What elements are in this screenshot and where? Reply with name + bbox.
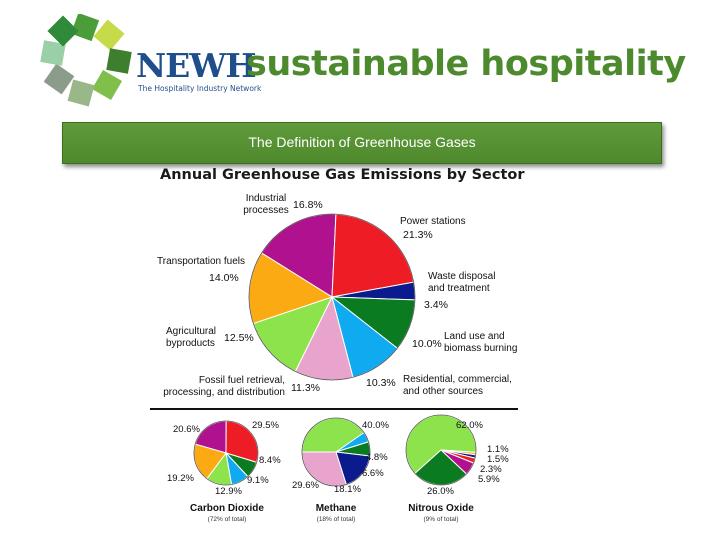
brand-tagline: The Hospitality Industry Network (138, 84, 262, 93)
co2-pct-blue: 9.1% (247, 475, 269, 486)
n2o-pct-red: 2.3% (480, 464, 502, 475)
ch4-sub: (18% of total) (317, 516, 356, 523)
n2o-sub: (9% of total) (423, 516, 458, 523)
pie-nitrous-oxide (405, 414, 477, 486)
pct-power: 21.3% (403, 229, 433, 241)
co2-pct-lime: 12.9% (215, 486, 242, 497)
co2-sub: (72% of total) (208, 516, 247, 523)
label-power: Power stations (400, 216, 466, 227)
co2-pct-orange: 19.2% (167, 473, 194, 484)
label-waste: Waste disposal and treatment (428, 271, 495, 294)
ch4-name: Methane (316, 503, 357, 514)
n2o-pct-purple: 5.9% (478, 474, 500, 485)
n2o-pct-navy: 1.5% (487, 454, 509, 465)
pie-carbon-dioxide (193, 420, 259, 486)
co2-pct-purple: 20.6% (173, 424, 200, 435)
main-chart-title: Annual Greenhouse Gas Emissions by Secto… (160, 167, 525, 183)
ch4-pct-lime: 40.0% (362, 420, 389, 431)
pct-residential: 10.3% (366, 377, 396, 389)
pct-fossil: 11.3% (291, 382, 320, 394)
label-fossil: Fossil fuel retrieval, processing, and di… (163, 375, 285, 398)
co2-pct-red: 29.5% (252, 420, 279, 431)
slide-title-bar: The Definition of Greenhouse Gases (62, 122, 662, 164)
pct-landuse: 10.0% (412, 338, 442, 350)
brand-main: sustainable hospitality (246, 44, 686, 84)
ch4-pie-outline (301, 417, 371, 487)
ch4-pct-blue: 4.8% (366, 452, 388, 463)
label-transport: Transportation fuels (157, 256, 245, 267)
co2-pie-outline (193, 420, 259, 486)
brand-short: NEWH (136, 46, 257, 85)
ch4-pct-pink: 29.6% (292, 480, 319, 491)
main-pie (248, 213, 416, 381)
co2-pct-green: 8.4% (259, 455, 281, 466)
label-residential: Residential, commercial, and other source… (403, 374, 512, 397)
main-pie-outline (248, 213, 416, 381)
main-pie-labels: Industrial processes 16.8% Power stations… (157, 193, 517, 398)
co2-name: Carbon Dioxide (190, 503, 264, 514)
pct-industrial: 16.8% (293, 199, 323, 211)
n2o-pct-orange: 1.1% (487, 444, 509, 455)
pct-transport: 14.0% (209, 272, 239, 284)
ch4-pct-green: 6.6% (362, 468, 384, 479)
label-agri: Agricultural byproducts (166, 326, 216, 349)
n2o-pct-lime: 62.0% (456, 420, 483, 431)
pie-methane (301, 417, 371, 487)
label-landuse: Land use and biomass burning (444, 331, 517, 354)
label-industrial: Industrial processes (243, 193, 289, 216)
n2o-pct-green: 26.0% (427, 486, 454, 497)
logo-mark-icon (40, 14, 132, 107)
n2o-name: Nitrous Oxide (408, 503, 474, 514)
ch4-pct-navy: 18.1% (334, 484, 361, 495)
n2o-pie-outline (405, 414, 477, 486)
pct-waste: 3.4% (424, 299, 448, 311)
slide-title: The Definition of Greenhouse Gases (248, 134, 476, 150)
pct-agri: 12.5% (224, 332, 254, 344)
